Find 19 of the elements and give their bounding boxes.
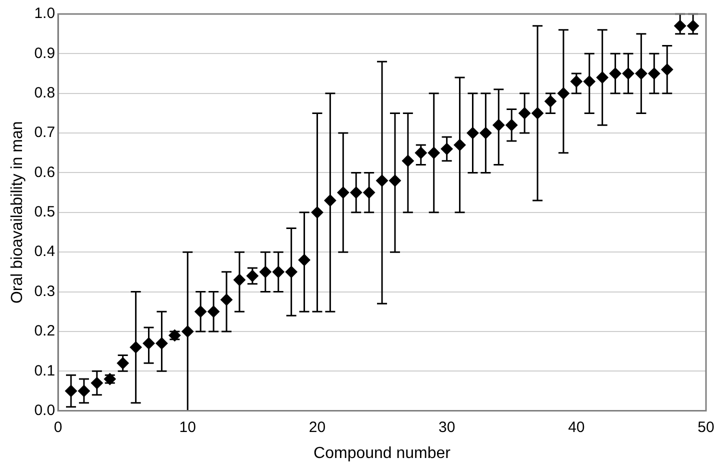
x-tick-label: 30 (438, 418, 456, 436)
y-tick-label: 0.6 (34, 164, 56, 181)
y-tick-label: 0.2 (34, 322, 56, 340)
y-tick-label: 0.4 (34, 243, 56, 260)
y-tick-label: 0.3 (34, 282, 56, 300)
x-tick-label: 50 (698, 418, 714, 436)
x-tick-label: 40 (568, 418, 585, 436)
x-tick-label: 0 (54, 418, 62, 436)
y-tick-label: 0.0 (34, 402, 56, 419)
y-tick-label: 0.7 (34, 124, 56, 142)
y-tick-label: 0.5 (34, 204, 56, 221)
y-tick-label: 0.9 (34, 44, 56, 62)
y-axis-title: Oral bioavailability in man (9, 121, 26, 304)
y-tick-label: 0.1 (34, 362, 56, 380)
y-tick-label: 0.8 (34, 84, 56, 102)
y-tick-label: 1.0 (34, 5, 56, 22)
x-axis-title: Compound number (314, 444, 452, 462)
x-tick-label: 20 (308, 418, 326, 436)
x-tick-label: 10 (179, 418, 196, 436)
